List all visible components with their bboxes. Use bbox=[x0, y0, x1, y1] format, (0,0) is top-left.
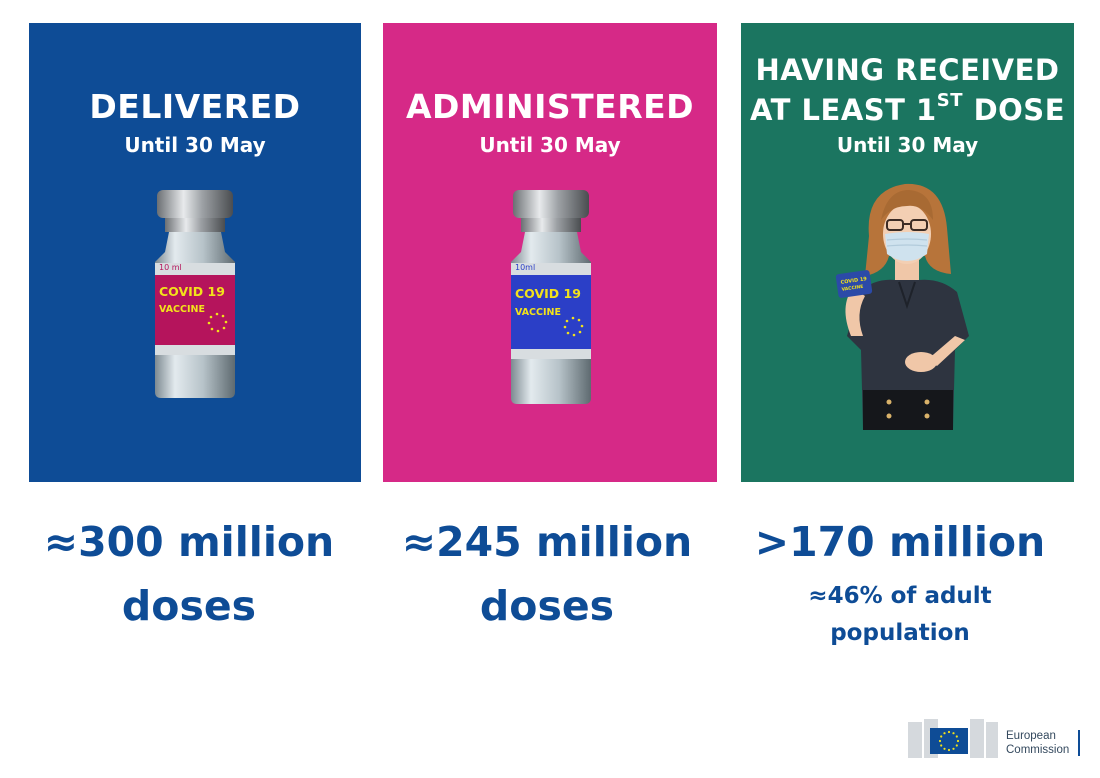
card-label-line2: VACCINE bbox=[841, 284, 863, 293]
received-stat-value: >170 million bbox=[754, 518, 1046, 566]
administered-stat-value: ≈245 million bbox=[401, 518, 693, 566]
delivered-panel: DELIVERED Until 30 May 10 ml COVID 19 VA… bbox=[29, 23, 361, 482]
eu-stars-icon bbox=[207, 312, 228, 333]
ec-logo-line1: European bbox=[1006, 730, 1056, 742]
ec-logo-text: European Commission bbox=[1006, 729, 1069, 757]
ec-emblem-icon bbox=[908, 719, 1080, 758]
received-stat: >170 million ≈46% of adult population bbox=[741, 510, 1059, 652]
received-stat-note-line1: ≈46% of adult bbox=[808, 583, 992, 609]
vial-label-line1: COVID 19 bbox=[515, 286, 581, 301]
vial-label-line2: VACCINE bbox=[515, 307, 561, 318]
eu-stars-icon bbox=[563, 316, 584, 337]
received-panel: HAVING RECEIVED AT LEAST 1ST DOSE Until … bbox=[741, 23, 1074, 482]
administered-stat: ≈245 million doses bbox=[385, 510, 709, 638]
vial-volume-label: 10 ml bbox=[159, 263, 182, 272]
administered-subtitle: Until 30 May bbox=[479, 133, 621, 157]
received-title-line2: AT LEAST 1 bbox=[749, 93, 937, 127]
received-title-line1: HAVING RECEIVED bbox=[755, 53, 1060, 87]
administered-panel: ADMINISTERED Until 30 May 10ml COVID 19 … bbox=[383, 23, 717, 482]
vial-label-line2: VACCINE bbox=[159, 304, 205, 315]
administered-title: ADMINISTERED bbox=[405, 87, 695, 126]
vial-volume-label: 10ml bbox=[515, 263, 535, 272]
european-commission-logo: European Commission bbox=[908, 712, 1082, 760]
delivered-stat: ≈300 million doses bbox=[29, 510, 349, 638]
delivered-stat-unit: doses bbox=[121, 582, 257, 630]
card-label-line1: COVID 19 bbox=[840, 276, 867, 286]
received-title: HAVING RECEIVED AT LEAST 1ST DOSE bbox=[741, 50, 1074, 130]
administered-stat-unit: doses bbox=[479, 582, 615, 630]
masked-person-icon: COVID 19 VACCINE bbox=[829, 176, 989, 434]
received-stat-note-line2: population bbox=[830, 620, 970, 646]
received-title-sup: ST bbox=[936, 90, 963, 111]
delivered-title: DELIVERED bbox=[89, 87, 301, 126]
vial-label-line1: COVID 19 bbox=[159, 284, 225, 299]
delivered-stat-value: ≈300 million bbox=[43, 518, 335, 566]
delivered-subtitle: Until 30 May bbox=[124, 133, 266, 157]
vaccine-vial-icon: 10 ml COVID 19 VACCINE bbox=[151, 188, 239, 400]
ec-logo-line2: Commission bbox=[1006, 744, 1070, 756]
vaccine-vial-icon: 10ml COVID 19 VACCINE bbox=[507, 188, 595, 406]
received-subtitle: Until 30 May bbox=[836, 133, 979, 157]
received-title-tail: DOSE bbox=[962, 93, 1066, 127]
